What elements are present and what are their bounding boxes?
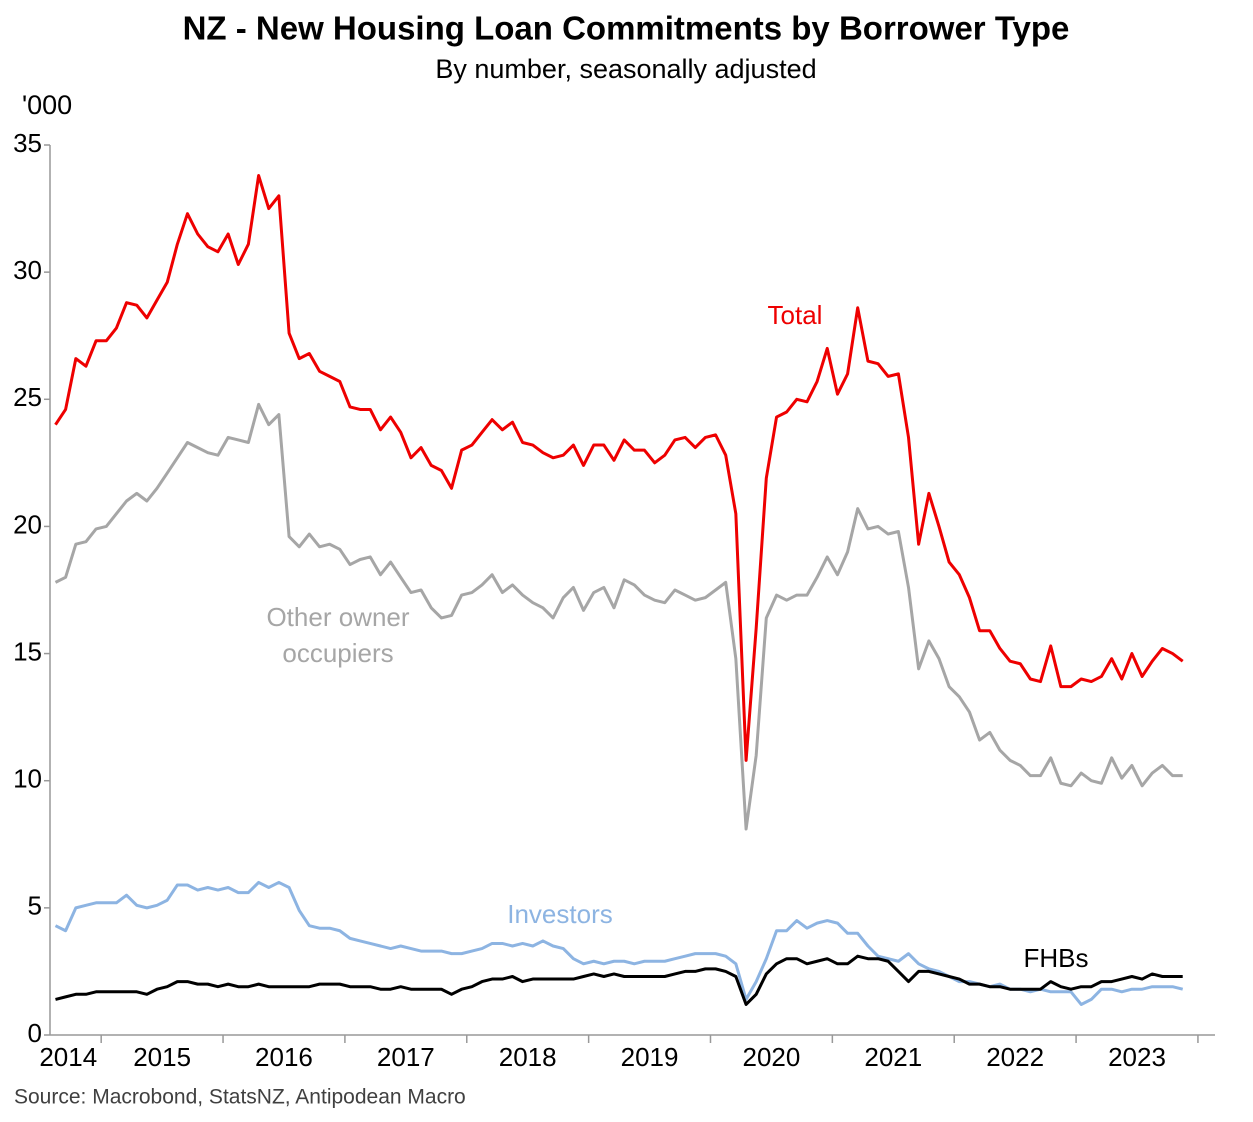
y-tick-label: 5 <box>28 891 42 921</box>
y-tick-label: 0 <box>28 1018 42 1048</box>
series-line <box>55 954 1183 1006</box>
x-tick-label: 2016 <box>255 1042 313 1072</box>
y-axis-label: '000 <box>22 90 72 120</box>
chart-subtitle: By number, seasonally adjusted <box>435 54 816 84</box>
x-tick-label: 2017 <box>377 1042 435 1072</box>
x-tick-label: 2020 <box>743 1042 801 1072</box>
chart-title: NZ - New Housing Loan Commitments by Bor… <box>183 10 1070 47</box>
series-label: Other owner occupiers <box>266 602 410 668</box>
x-tick-label: 2023 <box>1108 1042 1166 1072</box>
x-tick-label: 2019 <box>621 1042 679 1072</box>
source-note: Source: Macrobond, StatsNZ, Antipodean M… <box>14 1086 466 1109</box>
series-line <box>54 402 1183 831</box>
y-tick-label: 15 <box>13 636 42 666</box>
x-tick-label: 2021 <box>864 1042 922 1072</box>
y-tick-label: 20 <box>13 509 42 539</box>
x-tick-label: 2015 <box>133 1042 191 1072</box>
series-label: Investors <box>507 899 613 929</box>
x-tick-label: 2018 <box>499 1042 557 1072</box>
y-tick-label: 25 <box>13 382 42 412</box>
x-tick-label: 2022 <box>986 1042 1044 1072</box>
x-tick-label: 2014 <box>39 1042 97 1072</box>
y-tick-label: 30 <box>13 255 42 285</box>
series-label: FHBs <box>1023 943 1089 973</box>
series-line <box>54 174 1184 762</box>
y-tick-label: 10 <box>13 764 42 794</box>
series-label: Total <box>767 300 823 330</box>
y-tick-label: 35 <box>13 128 42 158</box>
